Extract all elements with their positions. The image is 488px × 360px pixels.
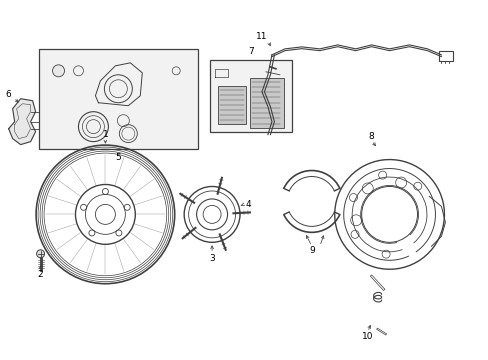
Text: 3: 3 bbox=[209, 254, 215, 263]
Text: 5: 5 bbox=[115, 153, 121, 162]
Bar bbox=[249, 78, 284, 128]
Bar bbox=[218, 86, 245, 124]
Circle shape bbox=[52, 65, 64, 77]
Text: 8: 8 bbox=[368, 132, 374, 141]
Text: 4: 4 bbox=[244, 200, 250, 209]
Text: 11: 11 bbox=[256, 32, 267, 41]
Bar bbox=[210, 60, 291, 132]
Text: 2: 2 bbox=[38, 270, 43, 279]
Bar bbox=[439, 51, 452, 61]
Text: 10: 10 bbox=[361, 332, 373, 341]
Circle shape bbox=[37, 250, 44, 258]
Text: 7: 7 bbox=[247, 48, 253, 57]
Text: 1: 1 bbox=[102, 130, 108, 139]
Text: 6: 6 bbox=[6, 90, 12, 99]
Text: 9: 9 bbox=[308, 246, 314, 255]
Polygon shape bbox=[9, 99, 36, 145]
Bar bbox=[39, 49, 198, 149]
